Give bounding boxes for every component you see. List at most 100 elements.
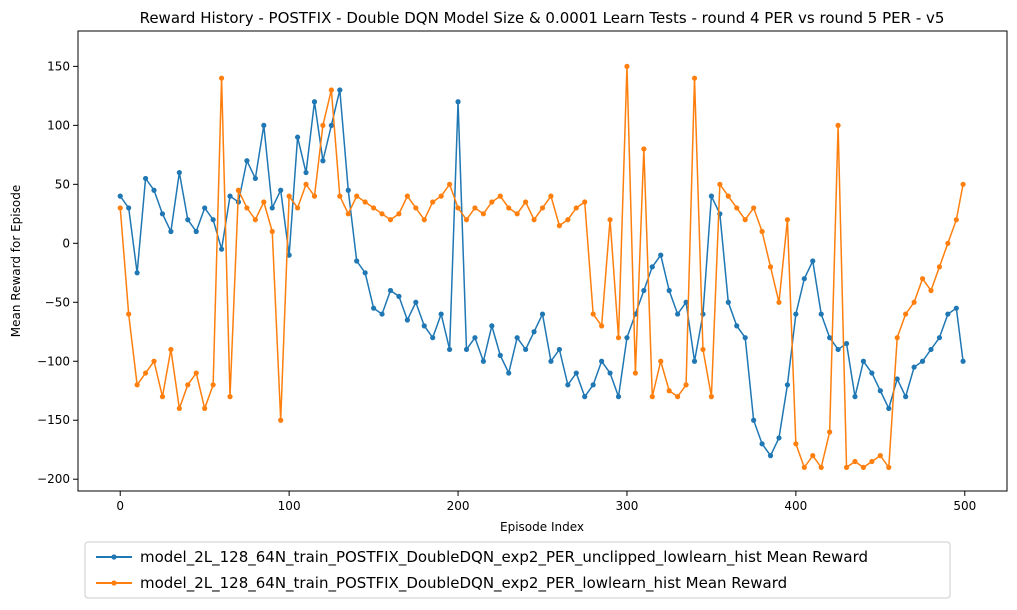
- series-1-point-71: [717, 181, 723, 187]
- series-1-point-51: [548, 193, 554, 199]
- series-1: [117, 63, 966, 471]
- series-1-point-94: [911, 299, 917, 305]
- series-0-point-54: [573, 370, 579, 376]
- series-1-point-8: [185, 382, 191, 388]
- series-1-point-61: [632, 370, 639, 376]
- series-0-point-16: [252, 175, 258, 182]
- y-tick-label-3: −50: [45, 295, 70, 309]
- series-1-point-17: [261, 199, 267, 205]
- series-0-point-2: [134, 270, 140, 276]
- series-0-point-72: [725, 299, 731, 305]
- series-1-point-39: [447, 181, 453, 187]
- series-0-point-62: [641, 287, 647, 294]
- series-1-point-90: [877, 453, 883, 459]
- x-axis-ticks: 0 100 200 300 400 500: [116, 491, 976, 513]
- series-1-point-56: [590, 311, 596, 317]
- series-0-point-89: [869, 370, 875, 376]
- series-0-point-83: [818, 311, 824, 317]
- series-1-point-60: [624, 63, 630, 69]
- series-1-point-78: [776, 299, 782, 305]
- y-tick-label-2: −100: [37, 354, 70, 368]
- series-0-point-53: [565, 382, 571, 388]
- series-1-point-57: [599, 323, 605, 329]
- series-0-point-23: [311, 99, 318, 105]
- series-1-point-52: [556, 223, 562, 229]
- legend-item-0: model_2L_128_64N_train_POSTFIX_DoubleDQN…: [96, 548, 868, 567]
- series-0-point-6: [168, 228, 174, 235]
- y-tick-label-4: 0: [62, 236, 70, 250]
- y-tick-label-5: 50: [55, 177, 70, 191]
- series-1-point-93: [903, 311, 909, 317]
- y-tick-label-6: 100: [47, 118, 70, 132]
- series-1-point-19: [278, 417, 284, 423]
- series-1-point-80: [793, 441, 799, 447]
- series-1-point-15: [244, 205, 250, 211]
- series-0-point-21: [294, 134, 301, 140]
- series-1-point-69: [700, 346, 706, 353]
- series-1-point-55: [582, 199, 588, 205]
- series-1-point-50: [539, 205, 546, 211]
- series-1-point-36: [421, 217, 427, 223]
- series-1-point-13: [227, 394, 233, 400]
- series-1-point-42: [472, 205, 478, 211]
- series-0-point-84: [827, 335, 833, 341]
- series-0-point-40: [455, 99, 461, 105]
- series-0-point-63: [649, 264, 655, 270]
- series-0-point-39: [447, 346, 453, 353]
- series-1-point-49: [531, 217, 537, 223]
- series-0-point-67: [683, 299, 689, 305]
- series-1-point-86: [843, 464, 850, 471]
- series-1-point-63: [649, 394, 655, 400]
- y-axis-label: Mean Reward for Episode: [9, 185, 23, 337]
- legend-box: [84, 541, 951, 599]
- chart-title: Reward History - POSTFIX - Double DQN Mo…: [140, 9, 945, 27]
- series-1-point-22: [303, 181, 309, 187]
- series-1-point-14: [235, 187, 242, 193]
- series-0-point-65: [666, 287, 672, 294]
- series-1-point-0: [117, 205, 123, 211]
- series-0-point-12: [218, 246, 225, 252]
- series-1-point-54: [573, 205, 579, 211]
- series-0-point-19: [278, 187, 284, 193]
- series-1-point-87: [852, 458, 858, 465]
- series-1-point-47: [514, 211, 520, 217]
- series-0-point-85: [835, 346, 841, 353]
- series-1-point-10: [202, 405, 208, 412]
- series-0-point-41: [463, 346, 470, 353]
- series-1-point-31: [379, 211, 385, 217]
- series-1-point-37: [430, 199, 436, 205]
- legend-marker-0: [111, 554, 117, 560]
- series-0-point-29: [362, 270, 368, 276]
- series-0-point-28: [354, 258, 360, 264]
- series-0-point-99: [953, 305, 959, 311]
- series-0-point-82: [810, 258, 816, 264]
- legend-label-1: model_2L_128_64N_train_POSTFIX_DoubleDQN…: [140, 574, 787, 593]
- series-0-point-98: [945, 311, 951, 317]
- series-0-point-74: [742, 335, 748, 341]
- series-0-point-17: [261, 122, 267, 128]
- series-0-point-80: [793, 311, 799, 317]
- series-1-point-6: [168, 346, 174, 353]
- series-0-point-4: [151, 187, 157, 193]
- series-0-point-76: [759, 441, 765, 447]
- series-1-point-76: [759, 228, 765, 235]
- series-0-point-78: [776, 435, 782, 441]
- series-0-point-68: [691, 358, 698, 364]
- x-tick-label-1: 100: [278, 499, 301, 513]
- series-1-point-97: [936, 264, 943, 270]
- series-1-point-25: [328, 87, 334, 93]
- series-0-point-97: [936, 335, 943, 341]
- series-0-point-100: [960, 358, 966, 364]
- series-0-point-56: [590, 382, 596, 388]
- series-0-point-9: [193, 228, 199, 235]
- series-0-point-38: [438, 311, 444, 317]
- series-1-point-11: [210, 382, 216, 388]
- series-1-point-16: [252, 217, 258, 223]
- series-0-point-48: [523, 346, 529, 353]
- series-0-point-60: [624, 335, 630, 341]
- series-1-point-35: [413, 205, 419, 211]
- series-0-point-91: [886, 405, 892, 412]
- y-axis-ticks: −200 −150 −100 −50 0 50 100 150: [37, 59, 78, 486]
